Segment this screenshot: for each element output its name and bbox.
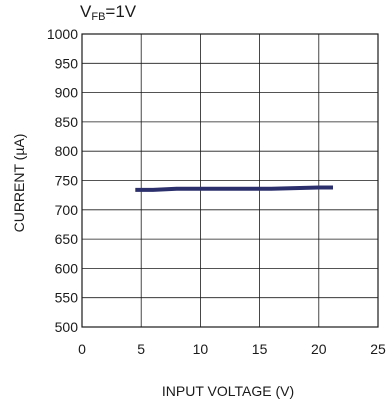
y-tick-label: 750: [55, 173, 79, 189]
y-tick-label: 550: [55, 290, 79, 306]
chart-title: VFB=1V: [80, 2, 136, 23]
y-tick-label: 1000: [47, 26, 78, 42]
y-tick-label: 950: [55, 55, 79, 71]
grid: [81, 33, 379, 328]
series-line: [135, 185, 333, 192]
title-rest: =1V: [105, 2, 137, 21]
y-tick-label: 650: [55, 231, 79, 247]
y-tick-label: 700: [55, 202, 79, 218]
y-tick-label: 900: [55, 85, 79, 101]
series-group: [135, 185, 333, 192]
x-tick-label: 10: [193, 341, 209, 357]
y-tick-label: 600: [55, 260, 79, 276]
title-main: V: [80, 2, 92, 21]
x-tick-label: 25: [370, 341, 386, 357]
x-tick-label: 15: [252, 341, 268, 357]
y-tick-label: 800: [55, 143, 79, 159]
title-subscript: FB: [91, 11, 106, 23]
y-axis-label: CURRENT (µA): [11, 134, 27, 233]
y-tick-label: 850: [55, 114, 79, 130]
x-axis-label: INPUT VOLTAGE (V): [162, 383, 294, 399]
x-tick-label: 20: [311, 341, 327, 357]
y-tick-label: 500: [55, 319, 79, 335]
x-tick-label: 0: [78, 341, 86, 357]
y-tick-labels: 500 550 600 650 700 750 800 850 900 950 1000: [47, 26, 78, 335]
x-tick-label: 5: [137, 341, 145, 357]
x-tick-labels: 0 5 10 15 20 25: [78, 341, 386, 357]
